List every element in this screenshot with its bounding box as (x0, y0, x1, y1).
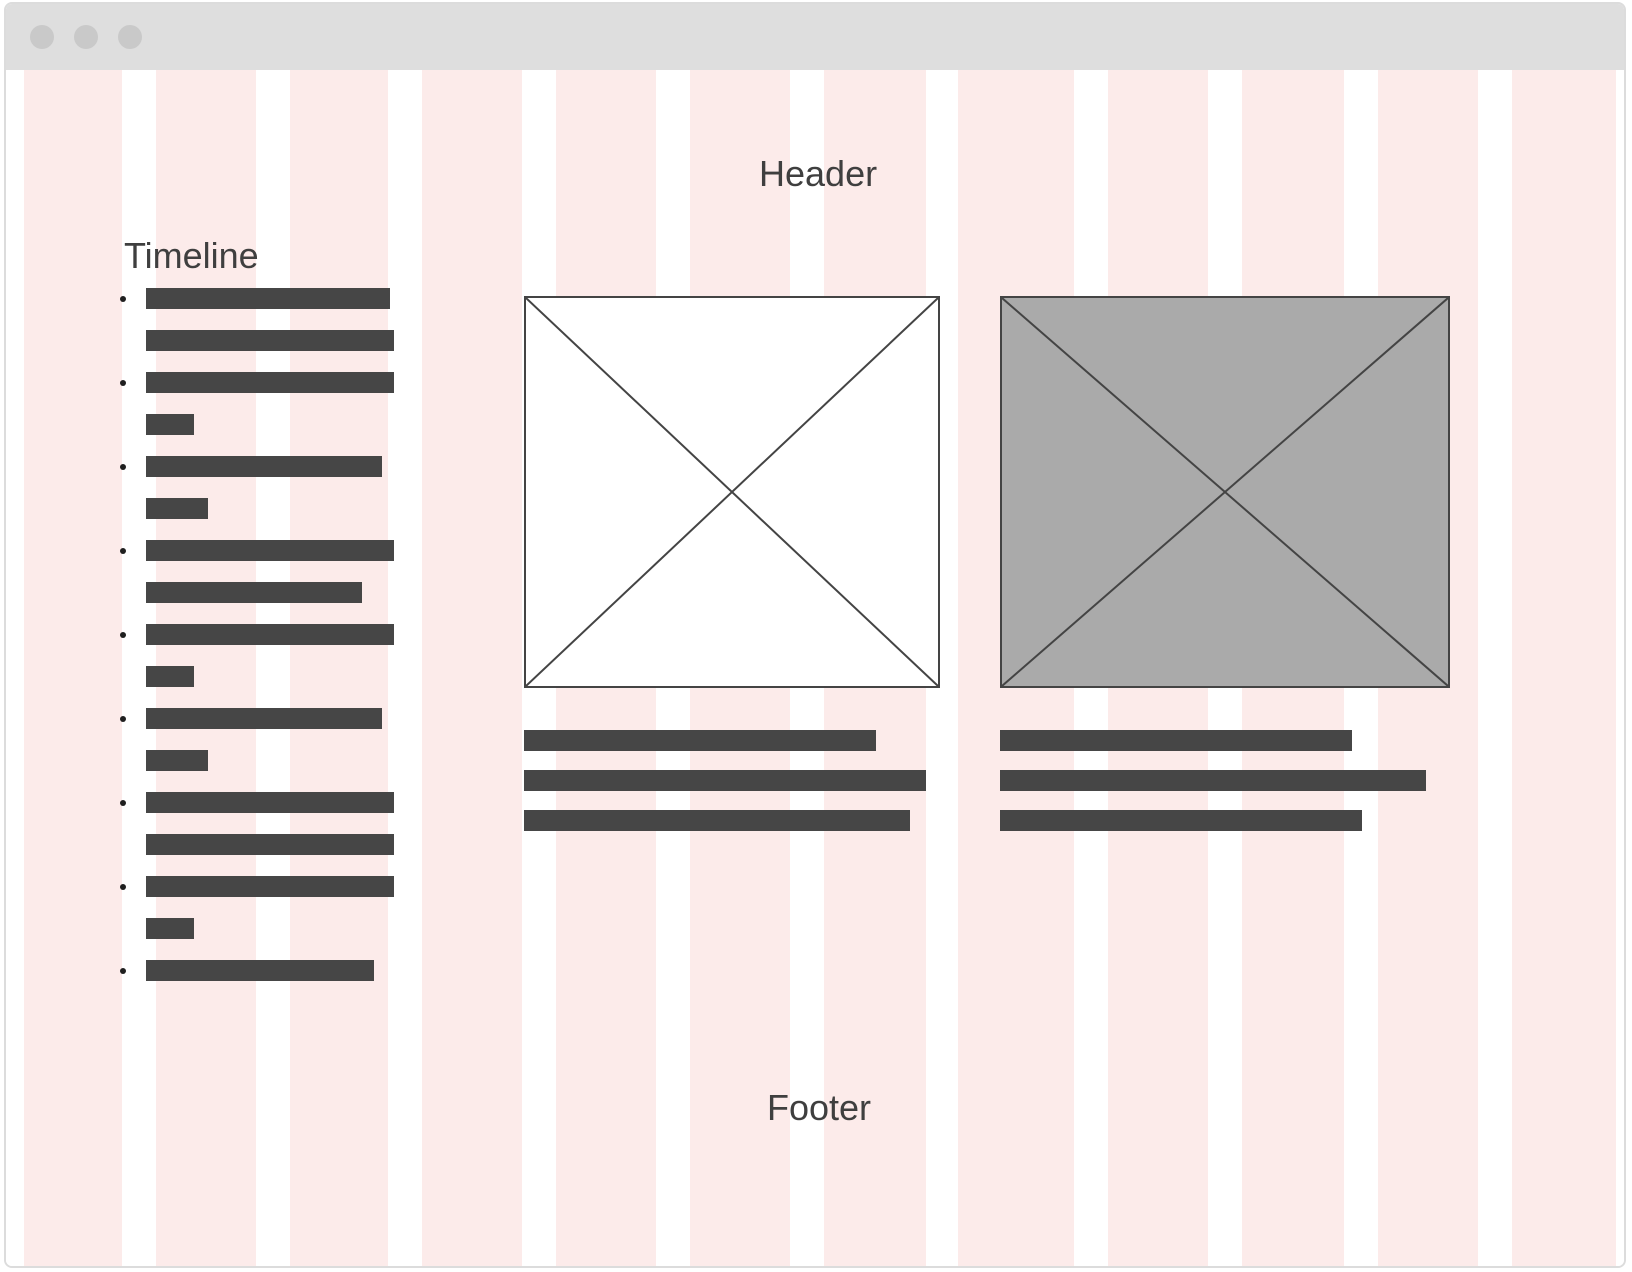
timeline-bullet (120, 884, 126, 890)
timeline-text-bar (146, 708, 382, 729)
timeline-text-bar (146, 876, 394, 897)
timeline-text-bar (146, 834, 394, 855)
footer-label: Footer (767, 1087, 872, 1128)
timeline-bullet (120, 380, 126, 386)
timeline-text-bar (146, 288, 390, 309)
image-placeholder-cross-icon (526, 298, 938, 686)
timeline-text-bar (146, 666, 194, 687)
grid-column (422, 70, 522, 1266)
timeline-bullet (120, 800, 126, 806)
card-text-bar (524, 730, 876, 751)
timeline-text-bar (146, 372, 394, 393)
timeline-text-bar (146, 540, 394, 561)
image-placeholder (1000, 296, 1450, 688)
timeline-text-bar (146, 792, 394, 813)
timeline-label: Timeline (124, 235, 259, 276)
card-text-bar (1000, 770, 1426, 791)
timeline-text-bar (146, 498, 208, 519)
timeline-bullet (120, 548, 126, 554)
timeline-text-bar (146, 918, 194, 939)
timeline-text-bar (146, 960, 374, 981)
close-dot[interactable] (30, 25, 54, 49)
timeline-text-bar (146, 624, 394, 645)
timeline-text-bar (146, 582, 362, 603)
minimize-dot[interactable] (74, 25, 98, 49)
image-placeholder-cross-icon (1002, 298, 1448, 686)
timeline-bullet (120, 716, 126, 722)
timeline-bullet (120, 464, 126, 470)
window-titlebar (6, 4, 1624, 70)
timeline-text-bar (146, 330, 394, 351)
image-placeholder (524, 296, 940, 688)
header-label: Header (759, 153, 878, 194)
browser-window: Header Timeline (4, 2, 1626, 1268)
timeline-text-bar (146, 414, 194, 435)
timeline-text-bar (146, 456, 382, 477)
wireframe-canvas: Header Timeline (6, 70, 1624, 1266)
card-text-bar (1000, 810, 1362, 831)
card-text-bar (524, 770, 926, 791)
timeline-bullet (120, 632, 126, 638)
timeline-bullet (120, 296, 126, 302)
zoom-dot[interactable] (118, 25, 142, 49)
grid-column (1512, 70, 1616, 1266)
timeline-text-bar (146, 750, 208, 771)
card-text-bar (1000, 730, 1352, 751)
card-text-bar (524, 810, 910, 831)
grid-column (24, 70, 122, 1266)
grid-column (290, 70, 388, 1266)
timeline-bullet (120, 968, 126, 974)
